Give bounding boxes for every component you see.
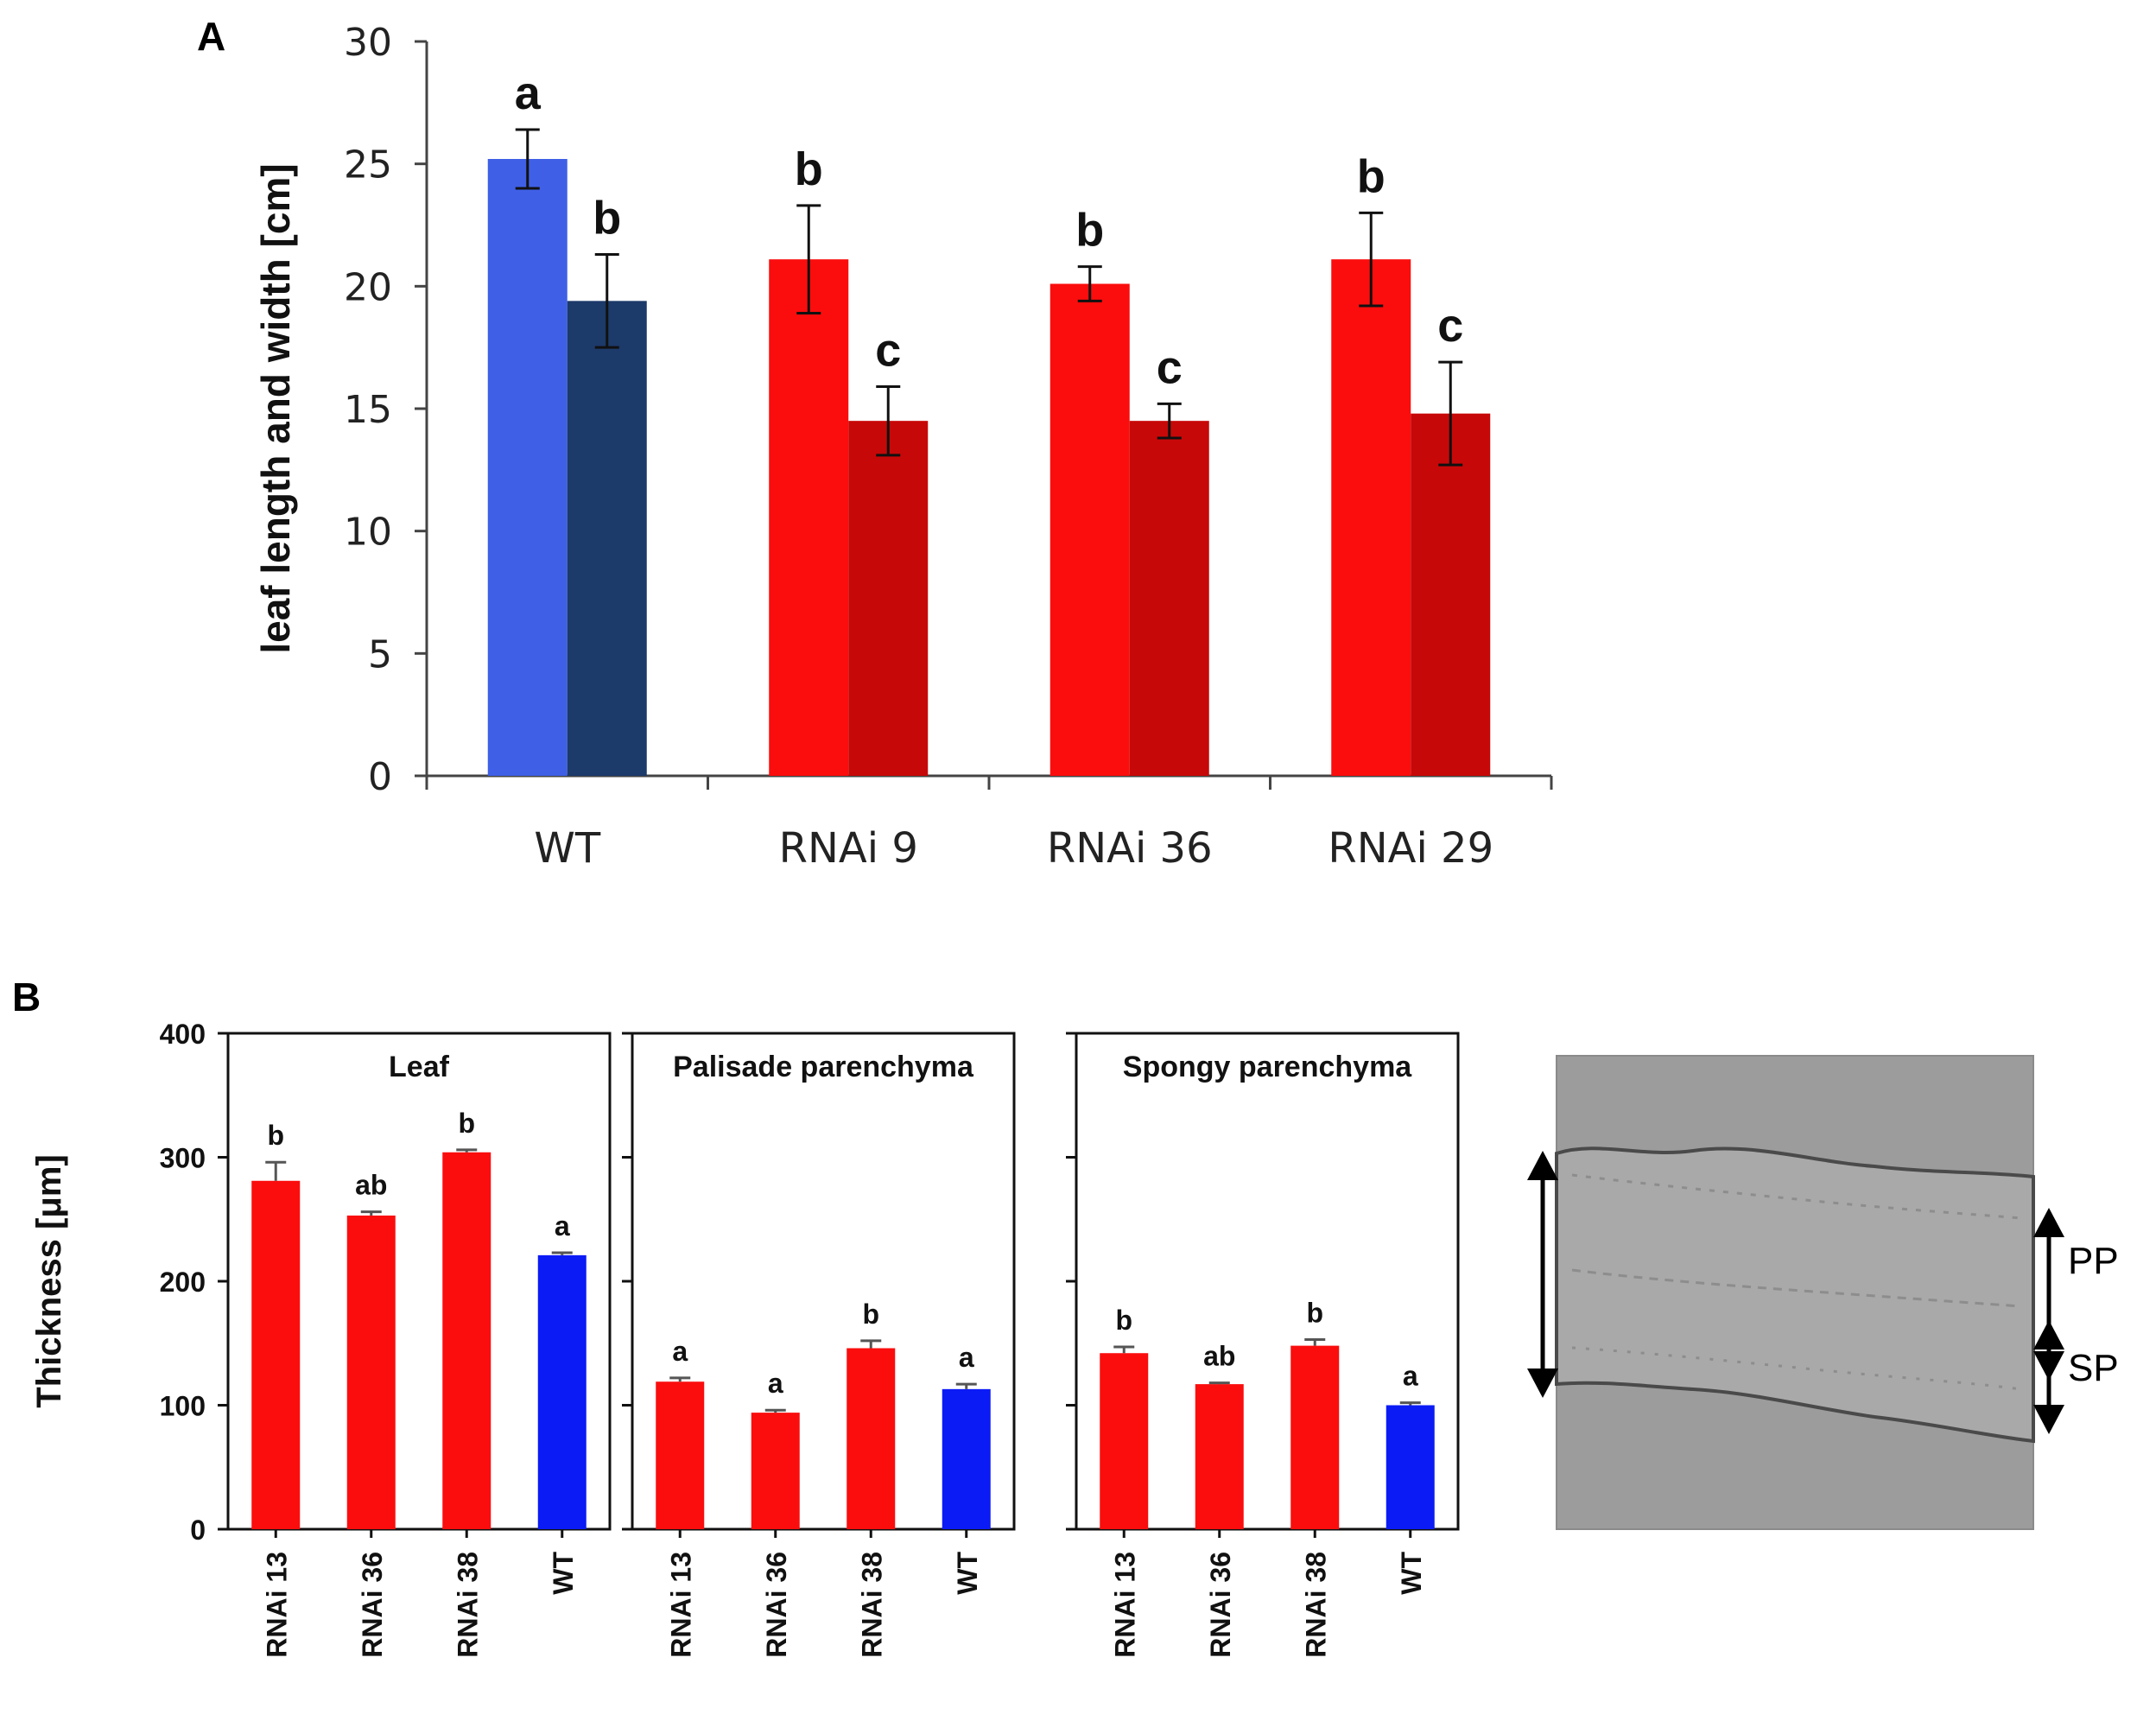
x-tick-label: RNAi 36 — [761, 1552, 792, 1658]
y-tick-label: 300 — [160, 1143, 206, 1174]
significance-letter: a — [672, 1336, 688, 1367]
arrow-head-up — [1527, 1151, 1558, 1180]
cell-texture — [1571, 1268, 2022, 1308]
significance-letter: ab — [1203, 1341, 1235, 1372]
significance-letter: b — [1075, 205, 1104, 257]
bar-length — [769, 259, 849, 777]
bar — [1195, 1384, 1244, 1529]
y-tick-label: 10 — [344, 511, 392, 555]
subplot-title: Spongy parenchyma — [1123, 1051, 1413, 1083]
significance-letter: b — [1115, 1305, 1132, 1336]
x-tick-label: RNAi 13 — [1109, 1552, 1140, 1658]
y-tick-label: 0 — [190, 1515, 206, 1546]
x-tick-label: WT — [548, 1552, 579, 1595]
x-tick-label: RNAi 38 — [856, 1552, 887, 1658]
y-tick-label: 20 — [344, 265, 392, 309]
x-tick-label: RNAi 13 — [665, 1552, 696, 1658]
arrow-head-down — [2033, 1405, 2064, 1434]
x-tick-label: WT — [1396, 1552, 1427, 1595]
y-tick-label: 15 — [344, 388, 392, 432]
arrow-head-up — [2033, 1208, 2064, 1237]
panel-label-b: B — [12, 975, 41, 1019]
significance-letter: a — [1403, 1361, 1418, 1392]
pp-label: PP — [2068, 1240, 2119, 1282]
sp-label: SP — [2068, 1347, 2119, 1389]
x-tick-label: RNAi 29 — [1328, 824, 1493, 873]
panel-label-a: A — [197, 14, 225, 59]
bar-width — [1411, 413, 1491, 776]
y-tick-label: 30 — [344, 21, 392, 65]
leaf-cross-section-micrograph: PP SP — [1527, 1055, 2119, 1530]
significance-letter: c — [1157, 341, 1183, 393]
x-tick-label: RNAi 36 — [1047, 824, 1213, 873]
significance-letter: b — [458, 1108, 475, 1139]
y-axis-title: leaf length and width [cm] — [253, 163, 298, 653]
bar — [1386, 1405, 1435, 1529]
significance-letter: b — [1306, 1297, 1323, 1328]
bar — [847, 1348, 896, 1529]
bar — [442, 1152, 491, 1529]
arrow-head-up — [2033, 1320, 2064, 1349]
x-tick-label: RNAi 38 — [452, 1552, 483, 1658]
subplot-title: Leaf — [389, 1051, 450, 1083]
bar-width — [567, 301, 647, 776]
x-tick-label: RNAi 9 — [779, 824, 918, 873]
bar-width — [1129, 421, 1209, 776]
subplot-title: Palisade parenchyma — [673, 1051, 974, 1083]
bar-width — [848, 421, 929, 776]
significance-letter: b — [1357, 150, 1386, 202]
significance-letter: b — [862, 1299, 879, 1330]
y-tick-label: 200 — [160, 1267, 206, 1298]
significance-letter: c — [875, 325, 901, 377]
x-tick-label: RNAi 36 — [357, 1552, 388, 1658]
leaf-tissue-section — [1555, 1146, 2035, 1444]
significance-letter: a — [768, 1368, 783, 1399]
bar — [251, 1180, 301, 1529]
x-tick-label: RNAi 38 — [1300, 1552, 1331, 1658]
bar-length — [1049, 283, 1130, 776]
y-tick-label: 25 — [344, 143, 392, 187]
y-tick-label: 100 — [160, 1391, 206, 1422]
x-tick-label: WT — [534, 824, 600, 873]
x-tick-label: RNAi 13 — [261, 1552, 292, 1658]
bar — [1100, 1353, 1149, 1529]
bar — [1290, 1345, 1340, 1529]
y-axis-title: Thickness [μm] — [30, 1154, 68, 1407]
significance-letter: b — [795, 143, 823, 195]
significance-letter: a — [515, 67, 542, 119]
significance-letter: b — [593, 193, 621, 244]
significance-letter: c — [1437, 300, 1463, 352]
bar-length — [1331, 259, 1411, 777]
bar — [942, 1388, 991, 1529]
bar — [537, 1254, 587, 1529]
bar-length — [487, 159, 568, 776]
significance-letter: ab — [355, 1170, 387, 1201]
y-tick-label: 5 — [368, 632, 392, 676]
x-tick-label: WT — [952, 1552, 983, 1595]
bar — [656, 1381, 705, 1529]
panel-a-chart: 0 5 10 15 20 25 30 WT a b RNAi 9 b c RNAi 36 b c RNAi 29… — [253, 21, 1553, 873]
significance-letter: b — [267, 1120, 284, 1151]
x-tick-label: RNAi 36 — [1205, 1552, 1236, 1658]
y-tick-label: 400 — [160, 1019, 206, 1050]
bar — [346, 1215, 396, 1529]
significance-letter: a — [959, 1342, 974, 1373]
significance-letter: a — [555, 1210, 570, 1242]
y-tick-label: 0 — [368, 755, 392, 799]
bar — [751, 1413, 800, 1529]
arrow-head-down — [1527, 1369, 1558, 1398]
